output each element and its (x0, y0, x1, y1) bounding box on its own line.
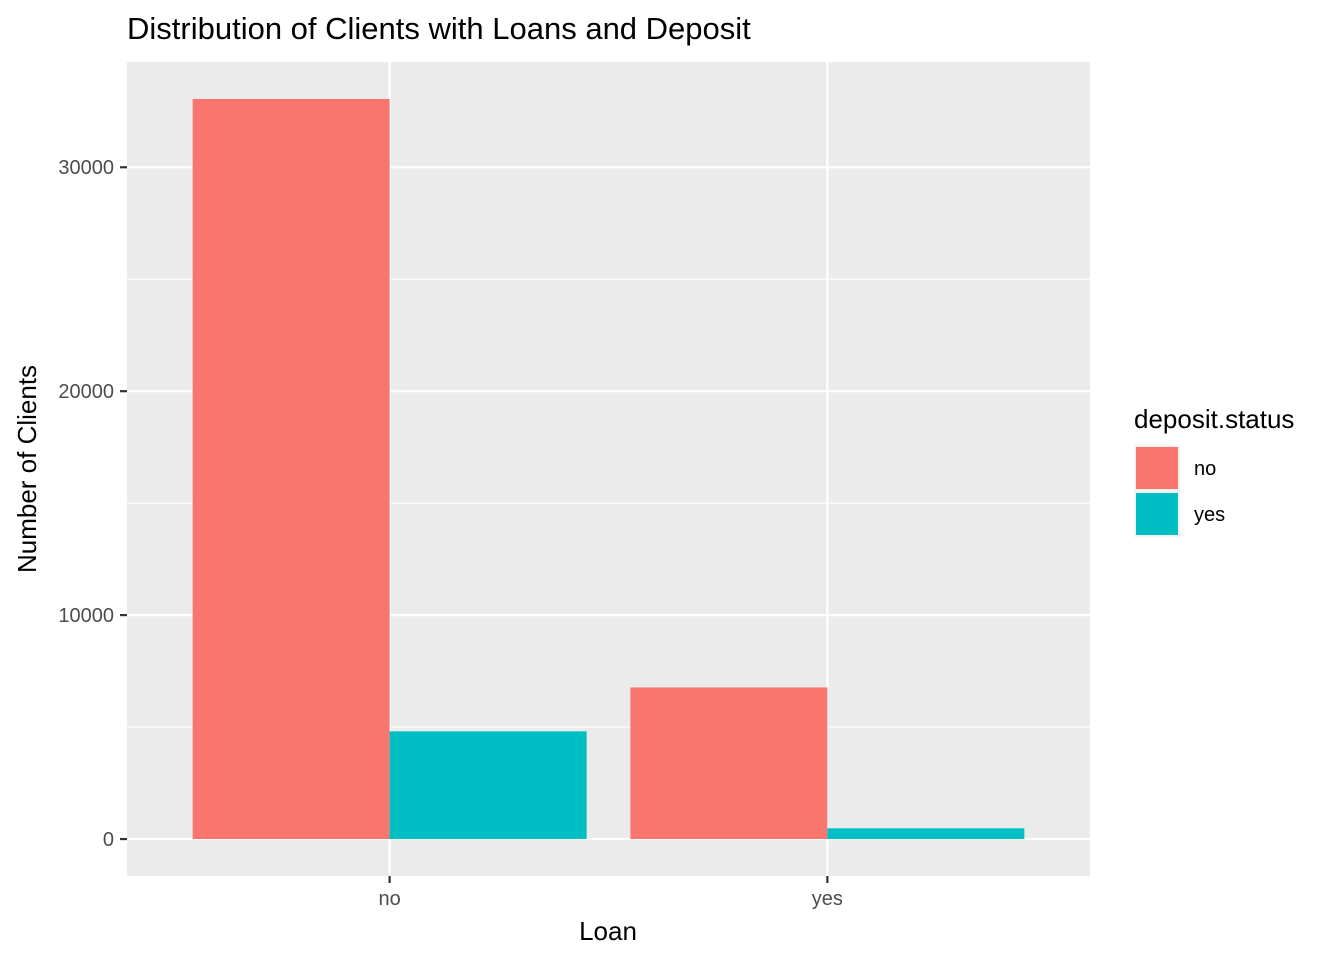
y-tick-label: 20000 (58, 381, 114, 403)
chart-title: Distribution of Clients with Loans and D… (127, 11, 751, 46)
x-tick-label: no (379, 888, 401, 910)
x-axis-title: Loan (579, 916, 637, 946)
x-tick-label: yes (812, 888, 843, 910)
bars (192, 98, 1025, 840)
bar-loan-no-deposit-yes (389, 731, 587, 840)
x-axis: no yes (379, 876, 843, 910)
y-tick-label: 30000 (58, 157, 114, 179)
bar-loan-no-deposit-no (192, 98, 390, 840)
bar-loan-yes-deposit-no (630, 687, 828, 840)
legend-label-no: no (1194, 458, 1216, 480)
y-tick-label: 10000 (58, 605, 114, 627)
y-tick-label: 0 (103, 829, 114, 851)
legend-title: deposit.status (1134, 404, 1294, 434)
bar-loan-yes-deposit-yes (827, 828, 1025, 840)
legend-key-no (1136, 447, 1178, 489)
legend-label-yes: yes (1194, 504, 1225, 526)
legend-key-yes (1136, 493, 1178, 535)
legend: deposit.status no yes (1134, 404, 1294, 537)
y-axis-title: Number of Clients (12, 365, 42, 573)
y-axis: 0 10000 20000 30000 (58, 157, 127, 851)
